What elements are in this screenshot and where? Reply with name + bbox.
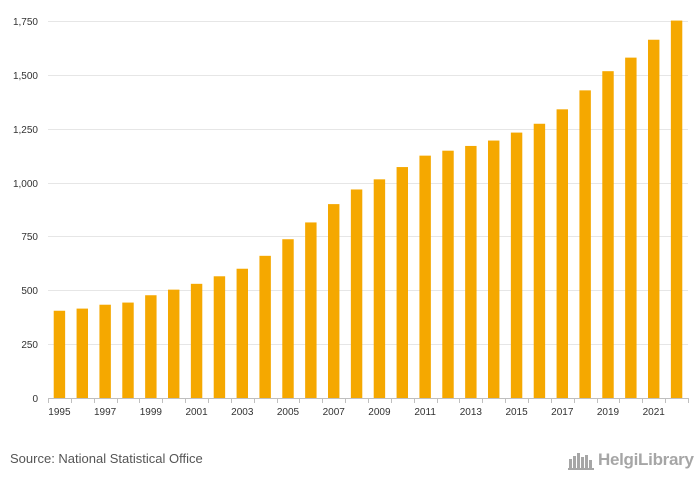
y-axis: 0 250 500 750 1,000 1,250 1,500 1,750 [13,17,38,405]
x-tick-label: 2001 [185,407,208,418]
bar-2022 [670,20,683,398]
y-tick-label: 1,250 [13,125,38,136]
bar-2006 [305,222,317,398]
bar-2009 [373,179,386,398]
bar-2018 [579,90,591,399]
bar-2005 [282,239,294,398]
x-axis: 1995 1997 1999 2001 2003 2005 2007 2009 2011 2013… [48,398,689,418]
y-tick-label: 750 [21,232,38,243]
bar-1995 [53,310,66,398]
x-tick-label: 2009 [368,407,391,418]
y-tick-label: 1,750 [13,17,38,28]
x-tick-label: 2021 [643,407,666,418]
bar-2003 [236,268,248,398]
bar-1999 [145,295,157,398]
y-tick-label: 1,000 [13,179,38,190]
bar-2004 [259,255,271,398]
x-tick-label: 1997 [94,407,117,418]
bar-2016 [533,123,546,398]
brand-logo[interactable]: HelgiLibrary [568,448,694,472]
x-tick-label: 2019 [597,407,620,418]
bar-2020 [625,57,637,399]
city-skyline-icon [568,453,594,470]
bar-2017 [556,109,568,398]
bar-2011 [419,155,431,398]
bar-1997 [99,304,111,398]
brand-name: HelgiLibrary [598,450,694,469]
x-tick-label: 2007 [323,407,346,418]
y-tick-label: 1,500 [13,71,38,82]
bar-2019 [602,71,614,398]
bar-2000 [168,289,180,398]
bar-1996 [76,308,88,398]
bar-2007 [328,204,340,398]
bar-2015 [510,132,523,398]
x-tick-label: 2011 [414,407,436,418]
bar-2002 [213,276,226,398]
bar-2014 [488,140,500,398]
x-tick-label: 2015 [505,407,528,418]
bar-series [53,20,683,399]
x-tick-label: 2017 [551,407,574,418]
bar-2008 [350,189,363,398]
y-tick-label: 250 [21,340,38,351]
x-tick-label: 1995 [48,407,71,418]
bar-2010 [396,167,408,398]
bar-1998 [122,302,134,398]
bar-2001 [190,283,203,398]
x-tick-label: 2005 [277,407,300,418]
x-tick-label: 1999 [140,407,163,418]
x-tick-label: 2013 [460,407,483,418]
bar-2013 [465,145,477,398]
bar-2012 [442,150,454,398]
y-tick-label: 500 [21,286,38,297]
grid-lines [48,21,688,345]
bar-2021 [648,39,660,399]
source-note: Source: National Statistical Office [10,451,203,466]
x-tick-label: 2003 [231,407,254,418]
y-tick-label: 0 [32,394,38,405]
